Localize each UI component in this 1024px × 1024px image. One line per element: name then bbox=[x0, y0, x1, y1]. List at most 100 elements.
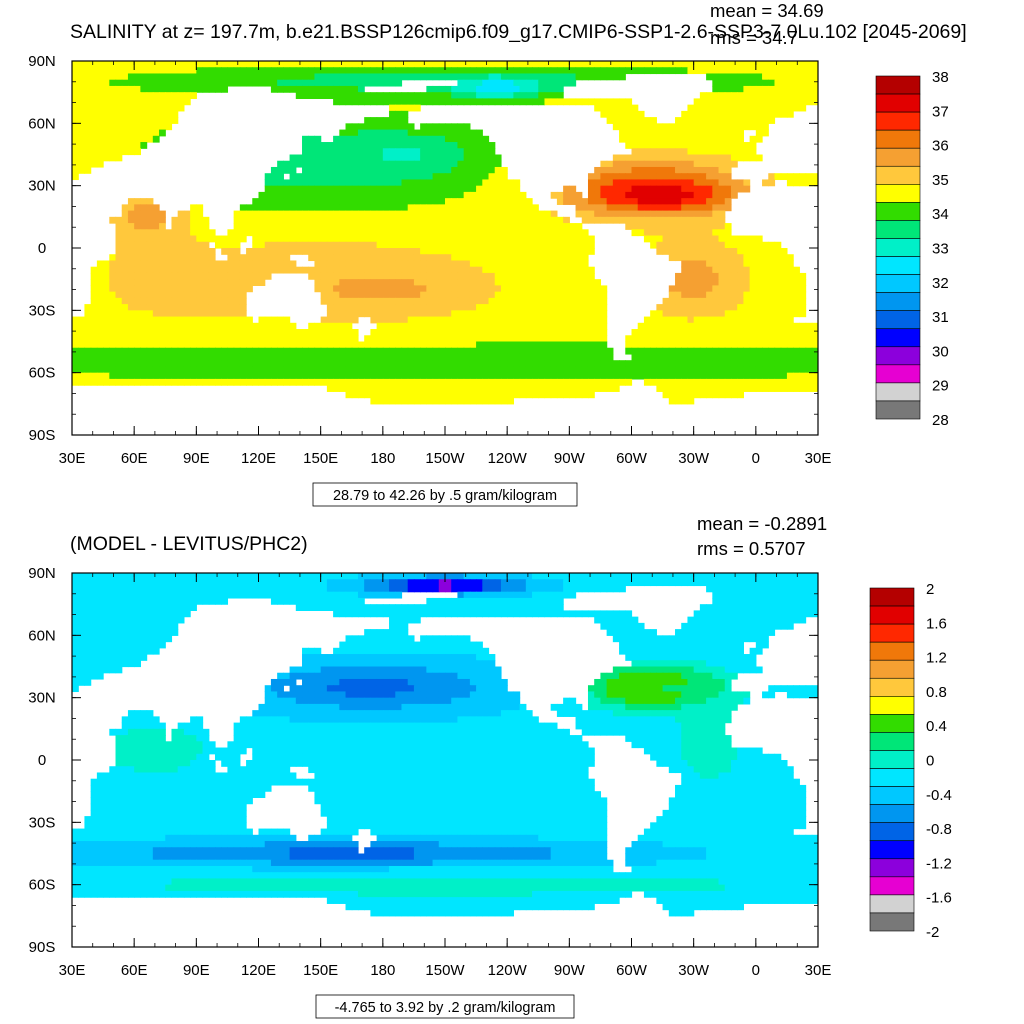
field-cell bbox=[233, 285, 241, 293]
field-cell bbox=[438, 385, 446, 392]
field-cell bbox=[140, 297, 148, 305]
field-cell bbox=[525, 73, 533, 81]
field-cell bbox=[519, 92, 527, 99]
field-cell bbox=[407, 173, 415, 181]
field-cell bbox=[581, 297, 589, 305]
field-cell bbox=[519, 297, 527, 305]
field-cell bbox=[507, 310, 514, 318]
field-cell bbox=[90, 329, 98, 336]
field-cell bbox=[407, 291, 415, 299]
field-cell bbox=[407, 341, 415, 349]
field-cell bbox=[376, 329, 384, 336]
field-cell bbox=[165, 372, 173, 380]
field-cell bbox=[115, 347, 123, 355]
field-cell bbox=[482, 310, 490, 318]
field-cell bbox=[712, 216, 720, 224]
field-cell bbox=[364, 179, 371, 187]
field-cell bbox=[432, 173, 440, 181]
field-cell bbox=[320, 148, 328, 156]
field-cell bbox=[258, 210, 266, 218]
field-cell bbox=[308, 142, 316, 149]
field-cell bbox=[643, 341, 651, 349]
field-cell bbox=[681, 297, 689, 305]
field-cell bbox=[239, 360, 247, 368]
field-cell bbox=[569, 67, 577, 75]
field-cell bbox=[289, 216, 297, 224]
field-cell bbox=[780, 73, 788, 81]
field-cell bbox=[743, 341, 751, 349]
field-cell bbox=[364, 353, 371, 361]
field-cell bbox=[612, 110, 620, 118]
field-cell bbox=[730, 366, 738, 374]
field-cell bbox=[656, 154, 664, 162]
field-cell bbox=[600, 353, 608, 361]
field-cell bbox=[488, 185, 496, 193]
field-cell bbox=[619, 135, 626, 143]
field-cell bbox=[675, 291, 682, 299]
field-cell bbox=[762, 123, 769, 131]
field-cell bbox=[445, 260, 452, 268]
field-cell bbox=[563, 73, 570, 81]
field-cell bbox=[339, 129, 347, 137]
field-cell bbox=[283, 366, 291, 374]
field-cell bbox=[252, 254, 260, 262]
field-cell bbox=[563, 297, 570, 305]
field-cell bbox=[140, 104, 148, 112]
field-cell bbox=[445, 148, 452, 156]
field-cell bbox=[488, 260, 496, 268]
field-cell bbox=[90, 335, 98, 343]
field-cell bbox=[681, 248, 689, 255]
field-cell bbox=[469, 204, 477, 212]
field-cell bbox=[420, 372, 427, 380]
field-cell bbox=[643, 229, 651, 237]
field-cell bbox=[389, 341, 396, 349]
field-cell bbox=[401, 360, 409, 368]
field-cell bbox=[488, 235, 496, 243]
field-cell bbox=[320, 179, 328, 187]
field-cell bbox=[594, 61, 602, 68]
field-cell bbox=[451, 385, 459, 392]
field-cell bbox=[121, 135, 129, 143]
field-cell bbox=[382, 291, 390, 299]
field-cell bbox=[370, 366, 378, 374]
field-cell bbox=[811, 372, 818, 380]
field-cell bbox=[109, 360, 117, 368]
field-cell bbox=[737, 154, 744, 162]
field-cell bbox=[463, 391, 471, 399]
field-cell bbox=[72, 335, 79, 343]
field-cell bbox=[333, 353, 340, 361]
field-cell bbox=[805, 61, 813, 68]
field-cell bbox=[326, 223, 334, 230]
field-cell bbox=[650, 117, 657, 124]
field-cell bbox=[569, 391, 577, 399]
field-cell bbox=[730, 191, 738, 199]
field-cell bbox=[544, 341, 552, 349]
field-cell bbox=[755, 129, 763, 137]
field-cell bbox=[264, 67, 272, 75]
field-cell bbox=[451, 248, 459, 255]
field-cell bbox=[252, 272, 260, 280]
field-cell bbox=[320, 272, 328, 280]
field-cell bbox=[457, 191, 465, 199]
field-cell bbox=[407, 67, 415, 75]
field-cell bbox=[637, 366, 645, 374]
field-cell bbox=[612, 210, 620, 218]
field-cell bbox=[208, 329, 216, 336]
field-cell bbox=[594, 341, 602, 349]
field-cell bbox=[258, 235, 266, 243]
field-cell bbox=[165, 347, 173, 355]
field-cell bbox=[190, 266, 197, 274]
field-cell bbox=[345, 191, 353, 199]
field-cell bbox=[538, 385, 546, 392]
field-cell bbox=[482, 341, 490, 349]
field-cell bbox=[314, 85, 322, 93]
field-cell bbox=[532, 98, 539, 106]
field-cell bbox=[345, 160, 353, 168]
field-cell bbox=[451, 266, 459, 274]
field-cell bbox=[252, 378, 260, 386]
field-cell bbox=[196, 372, 204, 380]
field-cell bbox=[202, 266, 210, 274]
field-cell bbox=[693, 272, 701, 280]
field-cell bbox=[451, 223, 459, 230]
field-cell bbox=[488, 353, 496, 361]
